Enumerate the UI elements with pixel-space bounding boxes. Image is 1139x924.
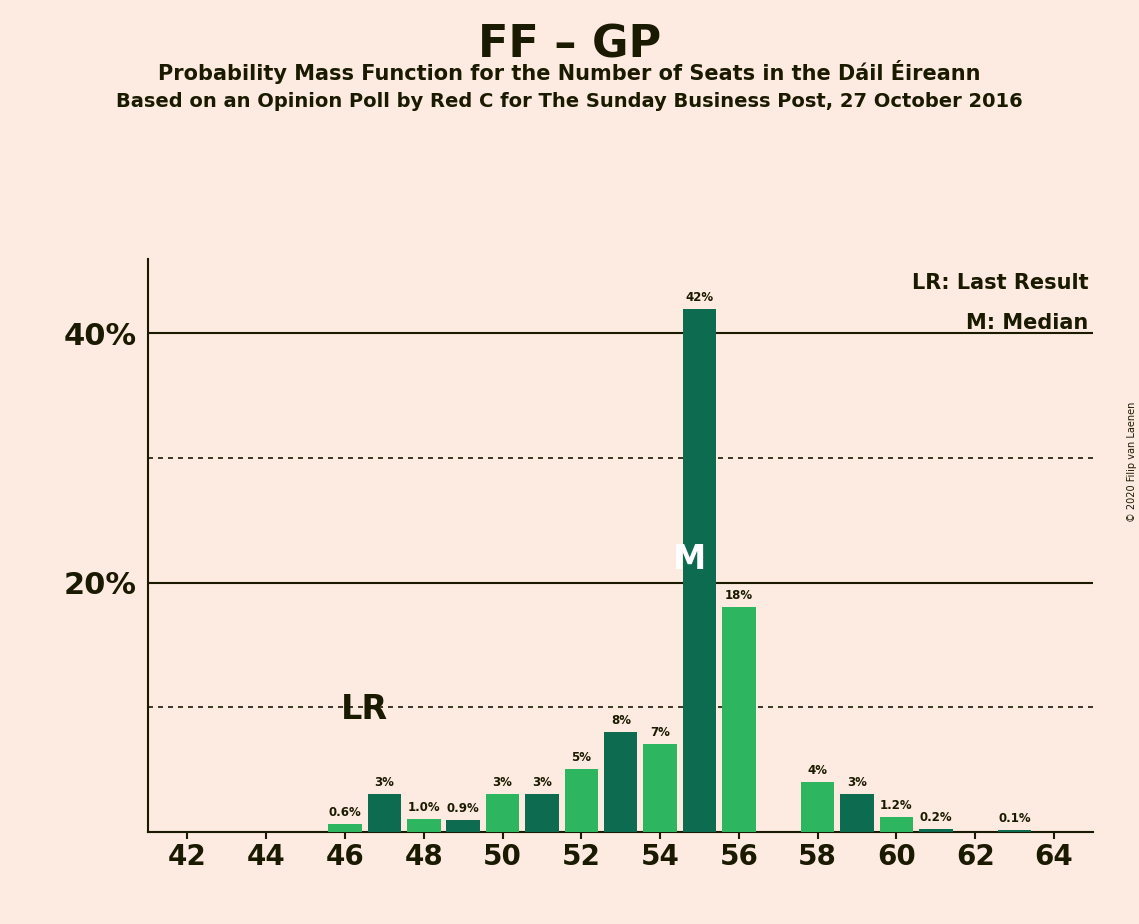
Text: 8%: 8% [611, 714, 631, 727]
Text: © 2020 Filip van Laenen: © 2020 Filip van Laenen [1126, 402, 1137, 522]
Text: 1.0%: 1.0% [408, 801, 440, 814]
Bar [368, 795, 401, 832]
Bar [841, 795, 874, 832]
Text: 7%: 7% [650, 726, 670, 739]
Text: 0.2%: 0.2% [919, 811, 952, 824]
Text: 3%: 3% [375, 776, 394, 789]
Text: 3%: 3% [532, 776, 552, 789]
Text: LR: Last Result: LR: Last Result [912, 274, 1089, 293]
Bar [446, 821, 480, 832]
Text: LR: LR [342, 693, 388, 725]
Bar [525, 795, 559, 832]
Text: 18%: 18% [724, 590, 753, 602]
Text: 0.6%: 0.6% [329, 806, 361, 820]
Bar [604, 732, 638, 832]
Bar [644, 745, 677, 832]
Bar [919, 829, 952, 832]
Bar [565, 770, 598, 832]
Text: 3%: 3% [847, 776, 867, 789]
Text: 3%: 3% [493, 776, 513, 789]
Text: 1.2%: 1.2% [880, 798, 912, 811]
Text: FF – GP: FF – GP [478, 23, 661, 67]
Bar [722, 607, 755, 832]
Text: Probability Mass Function for the Number of Seats in the Dáil Éireann: Probability Mass Function for the Number… [158, 60, 981, 84]
Bar [328, 824, 362, 832]
Bar [801, 782, 835, 832]
Text: 0.1%: 0.1% [999, 812, 1031, 825]
Text: M: M [673, 543, 706, 577]
Bar [998, 831, 1032, 832]
Text: 5%: 5% [572, 751, 591, 764]
Text: Based on an Opinion Poll by Red C for The Sunday Business Post, 27 October 2016: Based on an Opinion Poll by Red C for Th… [116, 92, 1023, 112]
Text: 0.9%: 0.9% [446, 802, 480, 815]
Text: 42%: 42% [686, 290, 714, 304]
Bar [682, 309, 716, 832]
Bar [407, 820, 441, 832]
Bar [486, 795, 519, 832]
Bar [879, 817, 913, 832]
Text: M: Median: M: Median [967, 313, 1089, 334]
Text: 4%: 4% [808, 764, 828, 777]
